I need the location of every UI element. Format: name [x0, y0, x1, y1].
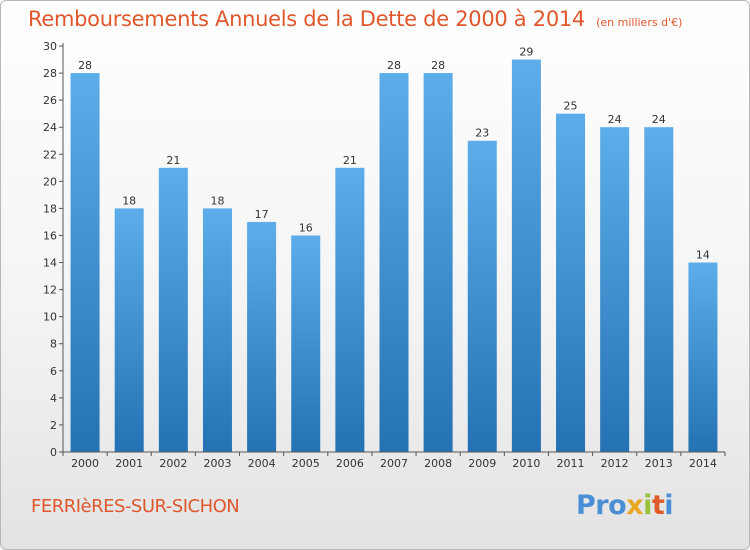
y-tick-label: 6 [50, 365, 57, 378]
data-label: 28 [387, 59, 401, 72]
bar [159, 168, 188, 452]
data-label: 24 [652, 113, 666, 126]
x-tick-label: 2008 [424, 457, 452, 470]
bar [468, 141, 497, 452]
y-tick-label: 22 [43, 148, 57, 161]
data-label: 23 [475, 127, 489, 140]
y-tick-label: 16 [43, 229, 57, 242]
bar [291, 235, 320, 452]
bar [556, 114, 585, 452]
x-tick-label: 2000 [71, 457, 99, 470]
x-tick-label: 2012 [601, 457, 629, 470]
x-tick-label: 2013 [645, 457, 673, 470]
data-label: 18 [210, 194, 224, 207]
x-tick-label: 2009 [468, 457, 496, 470]
y-tick-label: 10 [43, 311, 57, 324]
y-tick-label: 18 [43, 202, 57, 215]
bar [203, 208, 232, 452]
x-tick-label: 2007 [380, 457, 408, 470]
y-tick-label: 4 [50, 392, 57, 405]
data-label: 14 [696, 249, 710, 262]
bar [335, 168, 364, 452]
y-tick-label: 30 [43, 40, 57, 53]
bar-series: 28 18 21 18 17 16 21 28 28 23 29 25 24 24 14 [71, 46, 718, 452]
x-tick-label: 2002 [159, 457, 187, 470]
data-label: 16 [299, 221, 313, 234]
x-tick-label: 2006 [336, 457, 364, 470]
data-label: 21 [343, 154, 357, 167]
bar [424, 73, 453, 452]
bar [688, 263, 717, 452]
data-label: 21 [166, 154, 180, 167]
chart-frame: Remboursements Annuels de la Dette de 20… [0, 0, 750, 550]
logo-part: i [664, 490, 673, 521]
data-label: 25 [564, 100, 578, 113]
y-tick-label: 26 [43, 94, 57, 107]
commune-name: FERRIèRES-SUR-SICHON [31, 496, 239, 517]
proxiti-logo: Proxiti [576, 490, 673, 521]
bar [512, 60, 541, 452]
x-tick-label: 2003 [203, 457, 231, 470]
x-tick-label: 2011 [557, 457, 585, 470]
logo-part: x [626, 490, 643, 521]
x-tick-label: 2005 [292, 457, 320, 470]
data-label: 29 [519, 46, 533, 59]
logo-part: t [652, 490, 664, 521]
bar [247, 222, 276, 452]
x-tick-label: 2004 [248, 457, 276, 470]
bar [600, 127, 629, 452]
y-tick-label: 2 [50, 419, 57, 432]
logo-part: i [643, 490, 652, 521]
x-tick-label: 2010 [512, 457, 540, 470]
y-tick-label: 28 [43, 67, 57, 80]
data-label: 18 [122, 194, 136, 207]
x-tick-label: 2001 [115, 457, 143, 470]
logo-part: Pro [576, 490, 626, 521]
data-label: 24 [608, 113, 622, 126]
bar-chart: 2818211817162128 2823292524 2414 024681012… [1, 1, 750, 550]
data-label: 28 [431, 59, 445, 72]
y-tick-label: 24 [43, 121, 57, 134]
bar [71, 73, 100, 452]
bar [644, 127, 673, 452]
data-label: 28 [78, 59, 92, 72]
y-tick-label: 8 [50, 338, 57, 351]
y-tick-label: 12 [43, 284, 57, 297]
x-tick-label: 2014 [689, 457, 717, 470]
y-tick-label: 0 [50, 446, 57, 459]
bar [380, 73, 409, 452]
y-tick-label: 20 [43, 175, 57, 188]
bar [115, 208, 144, 452]
y-tick-label: 14 [43, 257, 57, 270]
data-label: 17 [255, 208, 269, 221]
